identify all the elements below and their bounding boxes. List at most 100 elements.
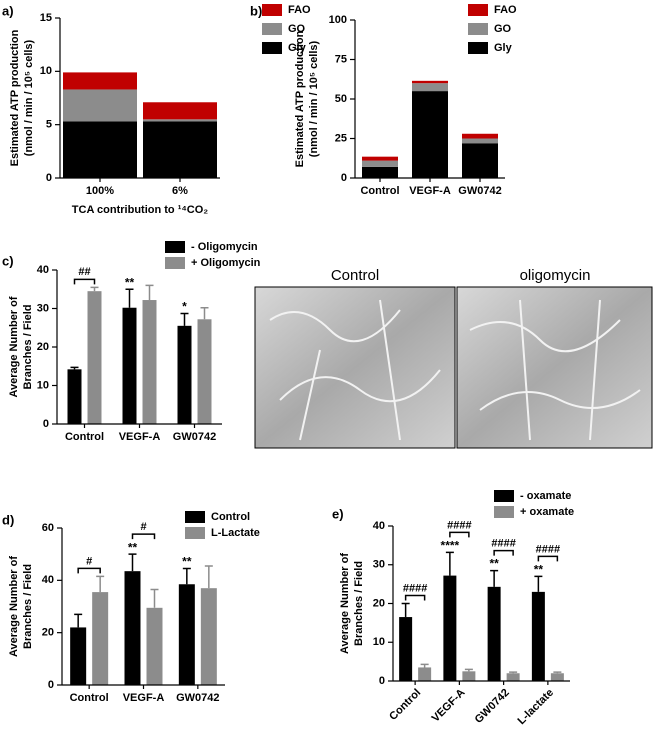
y-tick-label: 40 <box>37 264 49 276</box>
error-bar <box>96 575 105 593</box>
panel-label: d) <box>2 512 14 527</box>
bar-segment <box>412 83 448 92</box>
micrograph-vessels <box>269 299 441 441</box>
bar-segment <box>412 91 448 178</box>
significance-label: #### <box>536 543 560 555</box>
legend-swatch <box>468 23 488 35</box>
bar <box>462 671 476 681</box>
error-bar <box>74 613 83 628</box>
x-tick-label: Control <box>387 687 423 723</box>
bar <box>443 575 457 681</box>
legend-label: GO <box>494 23 512 35</box>
significance-bracket <box>404 594 426 601</box>
bar-segment <box>143 119 217 122</box>
bar-segment <box>143 121 217 178</box>
legend-swatch <box>494 506 514 518</box>
bar <box>178 584 195 685</box>
x-axis-label: TCA contribution to ¹⁴CO₂ <box>72 204 209 216</box>
y-tick-label: 0 <box>43 418 49 430</box>
bar <box>177 325 192 424</box>
x-tick-label: GW0742 <box>473 687 512 726</box>
x-tick-label: GW0742 <box>176 692 219 704</box>
bar <box>506 673 520 681</box>
significance-label: ** <box>125 275 135 289</box>
error-bar <box>145 284 154 301</box>
y-tick-label: 10 <box>373 636 385 648</box>
bar-segment <box>143 102 217 120</box>
panel-label: e) <box>332 506 344 521</box>
legend-label: FAO <box>494 4 517 16</box>
legend-swatch <box>185 511 205 523</box>
y-axis-label: Average Number of <box>8 296 20 397</box>
y-axis-label: Estimated ATP production <box>9 29 21 166</box>
y-tick-label: 0 <box>379 675 385 687</box>
error-bar <box>128 553 137 572</box>
panel-label: a) <box>2 3 14 18</box>
error-bar <box>445 551 454 576</box>
bar <box>122 307 137 424</box>
y-tick-label: 30 <box>37 302 49 314</box>
bar-segment <box>63 121 137 178</box>
bar-segment <box>63 72 137 90</box>
x-tick-label: 100% <box>86 185 114 197</box>
x-tick-label: Control <box>70 692 109 704</box>
x-tick-label: VEGF-A <box>123 692 165 704</box>
y-axis-label: Branches / Field <box>22 564 34 649</box>
error-bar <box>200 306 209 320</box>
legend-swatch <box>494 490 514 502</box>
bar <box>418 667 432 681</box>
x-tick-label: VEGF-A <box>119 431 161 443</box>
error-bar <box>490 569 499 587</box>
significance-label: # <box>86 555 92 567</box>
panel-label: b) <box>250 3 262 18</box>
bar-segment <box>462 133 498 139</box>
bar-segment <box>412 80 448 84</box>
bar <box>487 586 501 681</box>
significance-bracket <box>449 531 470 538</box>
legend-swatch <box>165 241 185 253</box>
y-tick-label: 5 <box>46 119 52 131</box>
y-tick-label: 50 <box>335 93 347 105</box>
significance-bracket <box>73 278 96 285</box>
bar-segment <box>462 138 498 144</box>
significance-label: * <box>182 300 187 314</box>
significance-bracket <box>131 533 156 540</box>
error-bar <box>534 575 543 592</box>
y-tick-label: 100 <box>329 14 347 26</box>
legend-swatch <box>262 23 282 35</box>
y-axis-label: Estimated ATP production <box>294 30 306 167</box>
error-bar <box>464 668 473 672</box>
x-tick-label: L-lactate <box>516 687 556 727</box>
y-tick-label: 75 <box>335 53 347 65</box>
bar <box>92 592 109 685</box>
y-tick-label: 0 <box>341 172 347 184</box>
legend-label: + oxamate <box>520 506 574 518</box>
y-tick-label: 15 <box>40 12 52 24</box>
legend-swatch <box>262 42 282 54</box>
bar <box>142 300 157 424</box>
error-bar <box>509 671 518 674</box>
significance-label: **** <box>441 539 460 553</box>
x-tick-label: VEGF-A <box>409 185 451 197</box>
micrograph <box>456 286 653 449</box>
micrograph-label: oligomycin <box>520 267 591 284</box>
significance-label: # <box>140 521 146 533</box>
x-tick-label: GW0742 <box>173 431 216 443</box>
y-tick-label: 10 <box>40 65 52 77</box>
y-tick-label: 60 <box>42 522 54 534</box>
legend-label: L-Lactate <box>211 527 260 539</box>
error-bar <box>182 567 191 585</box>
legend-swatch <box>468 4 488 16</box>
bar <box>200 588 217 685</box>
x-tick-label: Control <box>65 431 104 443</box>
y-axis-label: (nmol / min / 10⁵ cells) <box>308 40 320 157</box>
significance-label: #### <box>403 582 427 594</box>
legend-swatch <box>262 4 282 16</box>
y-tick-label: 40 <box>373 520 385 532</box>
legend-label: Gly <box>288 42 307 54</box>
y-axis-label: Branches / Field <box>22 305 34 390</box>
legend-label: Control <box>211 511 250 523</box>
bar-segment <box>63 89 137 122</box>
